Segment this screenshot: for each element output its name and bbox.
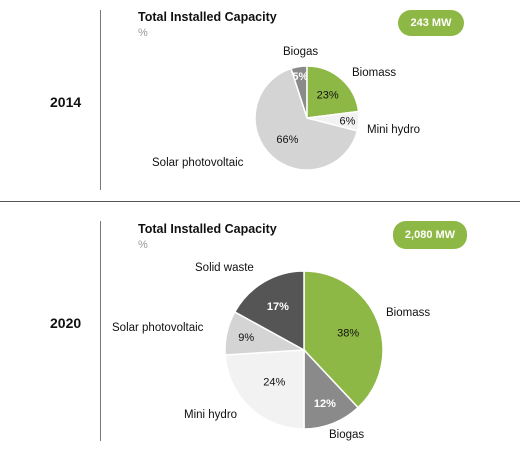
slice-value-biomass: 23% bbox=[317, 90, 339, 102]
unit-label: % bbox=[138, 27, 148, 39]
pie-slice-biomass bbox=[306, 65, 360, 119]
section-divider bbox=[0, 201, 520, 202]
vertical-divider bbox=[100, 10, 101, 190]
chart-title: Total Installed Capacity bbox=[138, 222, 277, 236]
total-capacity-badge: 2,080 MW bbox=[393, 221, 467, 249]
chart-title: Total Installed Capacity bbox=[138, 10, 277, 24]
year-label: 2020 bbox=[50, 315, 82, 331]
unit-label: % bbox=[138, 239, 148, 251]
slice-name-mini-hydro: Mini hydro bbox=[367, 124, 421, 136]
vertical-divider bbox=[100, 221, 101, 441]
slice-name-biogas: Biogas bbox=[329, 429, 365, 441]
panel-2020: 2020 Total Installed Capacity % 2,080 MW… bbox=[0, 203, 520, 449]
slice-name-solar-photovoltaic: Solar photovoltaic bbox=[152, 157, 244, 169]
slice-value-biogas: 5% bbox=[292, 71, 308, 83]
pie-chart-2014: 5% 23% 6% 66% bbox=[254, 65, 360, 171]
slice-name-solar-photovoltaic: Solar photovoltaic bbox=[112, 322, 204, 334]
pie-slice-biomass bbox=[303, 270, 384, 409]
pie-slice-solar-photovoltaic bbox=[254, 67, 359, 171]
slice-name-solid-waste: Solid waste bbox=[195, 262, 254, 274]
slice-name-biomass: Biomass bbox=[386, 307, 431, 319]
total-capacity-badge: 243 MW bbox=[398, 10, 464, 36]
slice-name-mini-hydro: Mini hydro bbox=[184, 409, 238, 421]
slice-value-biomass: 38% bbox=[337, 328, 359, 340]
panel-2014: 2014 Total Installed Capacity % 243 MW 5… bbox=[0, 0, 520, 200]
slice-value-mini-hydro: 24% bbox=[263, 377, 285, 389]
slice-value-solar-photovoltaic: 9% bbox=[238, 332, 254, 344]
slice-value-solid-waste: 17% bbox=[267, 301, 289, 313]
year-label: 2014 bbox=[50, 94, 82, 110]
pie-slice-biogas bbox=[303, 348, 360, 430]
pie-chart-2020: 38% 12% 24% 9% 17% bbox=[224, 270, 384, 430]
slice-value-mini-hydro: 6% bbox=[340, 116, 356, 128]
pie-slice-solid-waste bbox=[233, 270, 305, 352]
slice-name-biomass: Biomass bbox=[352, 67, 397, 79]
slice-value-solar-photovoltaic: 66% bbox=[276, 134, 298, 146]
slice-value-biogas: 12% bbox=[314, 398, 336, 410]
pie-slice-mini-hydro bbox=[224, 349, 305, 430]
slice-name-biogas: Biogas bbox=[283, 46, 319, 58]
